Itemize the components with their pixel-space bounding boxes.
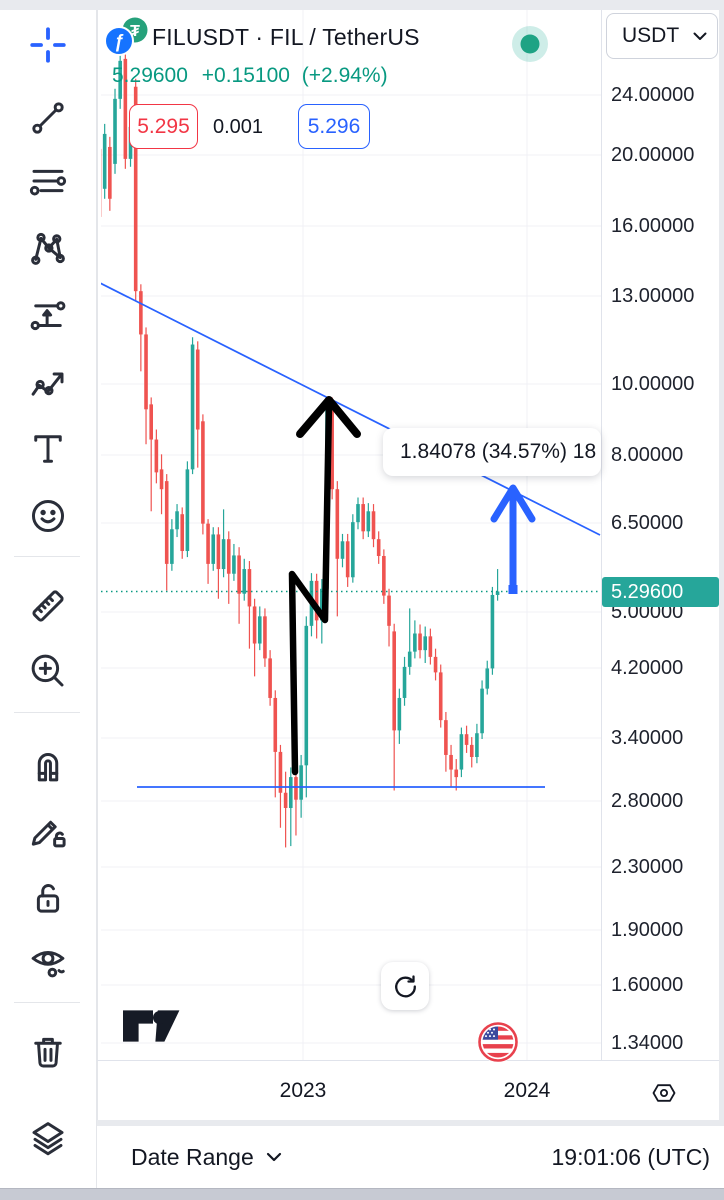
- text-icon: [34, 435, 62, 463]
- price-tick-label: 16.00000: [611, 215, 695, 237]
- text-tool-button[interactable]: [24, 425, 72, 473]
- price-tick-label: 1.34000: [611, 1032, 684, 1054]
- projection-tool-button[interactable]: [24, 291, 72, 339]
- tradingview-logo: [123, 1010, 180, 1042]
- bid-button[interactable]: 5.295: [129, 104, 198, 149]
- time-tick-label: 2023: [279, 1079, 327, 1102]
- last-price: 5.29600: [112, 64, 188, 87]
- bottom-edge-strip: [0, 1188, 724, 1200]
- spread-value: 0.001: [212, 115, 264, 138]
- price-change-row: 5.29600 +0.15100 (+2.94%): [112, 64, 388, 88]
- price-tick-label: 1.60000: [611, 974, 684, 996]
- market-status-dot: [512, 26, 548, 62]
- zoom-in-icon: [31, 654, 64, 687]
- symbol-title: FILUSDT · FIL / TetherUS: [152, 24, 420, 50]
- unlock-icon: [36, 884, 60, 913]
- symbol-logo: ₮ ƒ: [104, 17, 148, 56]
- layers-tool-button[interactable]: [24, 1115, 72, 1163]
- us-flag-sticker[interactable]: [477, 1021, 519, 1063]
- toolbar-divider: [14, 712, 80, 713]
- hide-drawings-eye-icon: [31, 951, 65, 978]
- price-tick-label: 2.80000: [611, 790, 684, 812]
- reset-chart-button[interactable]: [381, 962, 429, 1010]
- ask-value: 5.296: [307, 114, 361, 138]
- zoom-in-tool-button[interactable]: [24, 647, 72, 695]
- drawing-toolbar: [0, 10, 96, 1188]
- reload-icon: [394, 974, 416, 997]
- emoji-tool-button[interactable]: [24, 492, 72, 540]
- price-tick-label: 4.20000: [611, 657, 684, 679]
- axis-settings-button[interactable]: [648, 1077, 680, 1109]
- ruler-tool-button[interactable]: [24, 582, 72, 630]
- parallel-lines-tool-button[interactable]: [24, 157, 72, 205]
- svg-text:ƒ: ƒ: [114, 32, 124, 52]
- chart-card-bottom-gap: [97, 1120, 724, 1126]
- trend-line-icon: [32, 102, 64, 134]
- trend-line-tool-button[interactable]: [24, 94, 72, 142]
- toolbar-separator: [96, 10, 98, 1188]
- price-tick-label: 8.00000: [611, 444, 684, 466]
- time-tick-label: 2024: [503, 1079, 551, 1102]
- drawing-pencil-lock-tool-button[interactable]: [24, 807, 72, 855]
- ruler-icon: [32, 590, 64, 622]
- hide-drawings-tool-button[interactable]: [24, 937, 72, 985]
- price-tick-label: 20.00000: [611, 144, 695, 166]
- parallel-lines-icon: [29, 169, 67, 196]
- price-tick-label: 6.50000: [611, 512, 684, 534]
- price-tick-label: 10.00000: [611, 373, 695, 395]
- price-axis-separator: [601, 10, 602, 1061]
- projection-icon: [30, 301, 66, 331]
- layers-icon: [32, 1122, 64, 1156]
- price-change: +0.15100: [201, 64, 290, 87]
- toolbar-divider: [14, 1002, 80, 1003]
- current-price-label: 5.29600: [602, 577, 719, 607]
- pencil-lock-icon: [31, 820, 66, 848]
- xabcd-pattern-icon: [31, 232, 65, 265]
- right-edge-strip: [719, 10, 724, 1188]
- xabcd-pattern-tool-button[interactable]: [24, 224, 72, 272]
- crosshair-icon: [30, 27, 66, 63]
- bid-value: 5.295: [137, 114, 190, 138]
- svg-text:₮: ₮: [130, 23, 140, 40]
- price-tick-label: 2.30000: [611, 856, 684, 878]
- gear-icon: [652, 1084, 676, 1102]
- remove-drawings-tool-button[interactable]: [24, 1028, 72, 1076]
- date-range-label: Date Range: [131, 1143, 254, 1170]
- utc-clock[interactable]: 19:01:06 (UTC): [551, 1143, 710, 1170]
- bottom-bar: Date Range 19:01:06 (UTC): [97, 1126, 724, 1188]
- ask-button[interactable]: 5.296: [298, 104, 370, 149]
- currency-selector[interactable]: USDT: [606, 13, 718, 59]
- zigzag-arrow-tool-button[interactable]: [24, 357, 72, 405]
- currency-selector-value: USDT: [622, 24, 680, 47]
- measure-tooltip: 1.84078 (34.57%) 18: [383, 428, 601, 476]
- magnet-tool-button[interactable]: [24, 741, 72, 789]
- price-tick-label: 13.00000: [611, 285, 695, 307]
- filecoin-coin-icon: [104, 26, 134, 56]
- toolbar-divider: [14, 556, 80, 557]
- price-change-pct: (+2.94%): [301, 64, 388, 87]
- chevron-down-icon: [266, 1152, 281, 1162]
- crosshair-tool-button[interactable]: [24, 21, 72, 69]
- trash-icon: [34, 1037, 62, 1068]
- zigzag-arrow-icon: [31, 372, 64, 396]
- top-edge-strip: [0, 0, 724, 10]
- time-axis-separator: [97, 1060, 719, 1061]
- chevron-down-icon: [693, 32, 707, 40]
- price-tick-label: 24.00000: [611, 84, 695, 106]
- price-tick-label: 1.90000: [611, 919, 684, 941]
- emoji-icon: [31, 499, 65, 533]
- magnet-icon: [37, 753, 59, 782]
- lock-tool-button[interactable]: [24, 874, 72, 922]
- price-tick-label: 3.40000: [611, 727, 684, 749]
- date-range-button[interactable]: Date Range: [125, 1126, 288, 1188]
